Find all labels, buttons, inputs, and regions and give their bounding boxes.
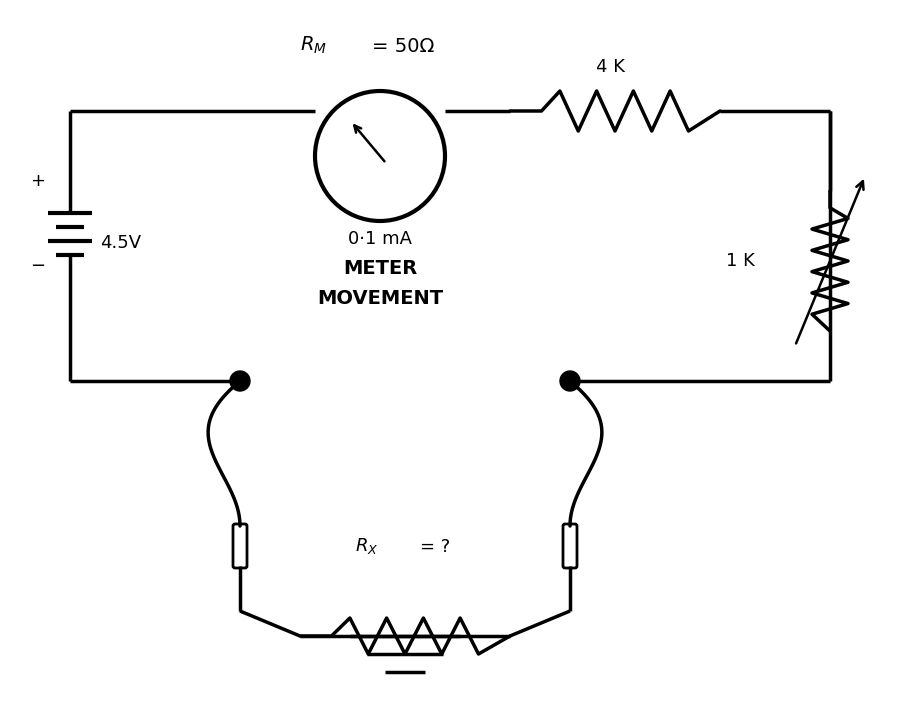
Text: = 50Ω: = 50Ω [372, 37, 435, 56]
Text: $R_X$: $R_X$ [355, 536, 378, 556]
Text: +: + [31, 172, 46, 190]
Text: METER: METER [343, 260, 417, 279]
Text: −: − [31, 257, 46, 275]
Text: $R_M$: $R_M$ [300, 35, 327, 56]
Circle shape [315, 91, 445, 221]
Text: = ?: = ? [420, 538, 450, 556]
FancyBboxPatch shape [563, 524, 577, 568]
Circle shape [230, 371, 250, 391]
FancyBboxPatch shape [233, 524, 247, 568]
Text: 0·1 mA: 0·1 mA [348, 230, 412, 248]
Text: 1 K: 1 K [726, 252, 755, 270]
Circle shape [560, 371, 580, 391]
Text: 4 K: 4 K [596, 58, 625, 76]
Text: MOVEMENT: MOVEMENT [317, 289, 443, 309]
Text: 4.5V: 4.5V [100, 234, 141, 252]
